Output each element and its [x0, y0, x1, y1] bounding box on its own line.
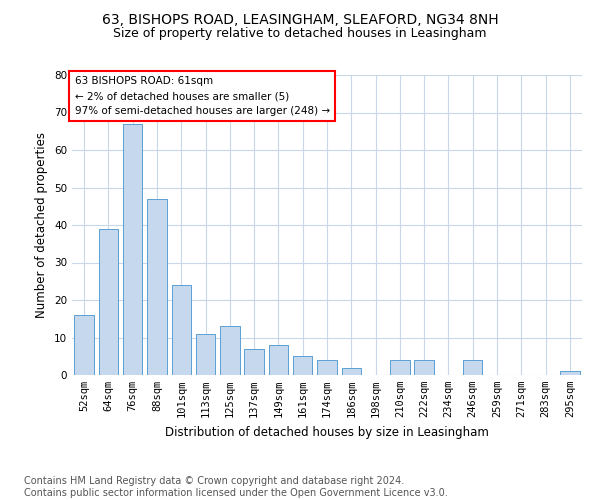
Text: Contains HM Land Registry data © Crown copyright and database right 2024.
Contai: Contains HM Land Registry data © Crown c…: [24, 476, 448, 498]
Bar: [74, 315, 94, 375]
Text: 63, BISHOPS ROAD, LEASINGHAM, SLEAFORD, NG34 8NH: 63, BISHOPS ROAD, LEASINGHAM, SLEAFORD, …: [101, 12, 499, 26]
Text: Size of property relative to detached houses in Leasingham: Size of property relative to detached ho…: [113, 28, 487, 40]
Bar: [390, 360, 410, 375]
Y-axis label: Number of detached properties: Number of detached properties: [35, 132, 49, 318]
Bar: [244, 349, 264, 375]
X-axis label: Distribution of detached houses by size in Leasingham: Distribution of detached houses by size …: [165, 426, 489, 438]
Text: 63 BISHOPS ROAD: 61sqm
← 2% of detached houses are smaller (5)
97% of semi-detac: 63 BISHOPS ROAD: 61sqm ← 2% of detached …: [74, 76, 329, 116]
Bar: [196, 334, 215, 375]
Bar: [269, 345, 288, 375]
Bar: [317, 360, 337, 375]
Bar: [172, 285, 191, 375]
Bar: [99, 229, 118, 375]
Bar: [293, 356, 313, 375]
Bar: [147, 198, 167, 375]
Bar: [341, 368, 361, 375]
Bar: [415, 360, 434, 375]
Bar: [123, 124, 142, 375]
Bar: [220, 326, 239, 375]
Bar: [560, 371, 580, 375]
Bar: [463, 360, 482, 375]
